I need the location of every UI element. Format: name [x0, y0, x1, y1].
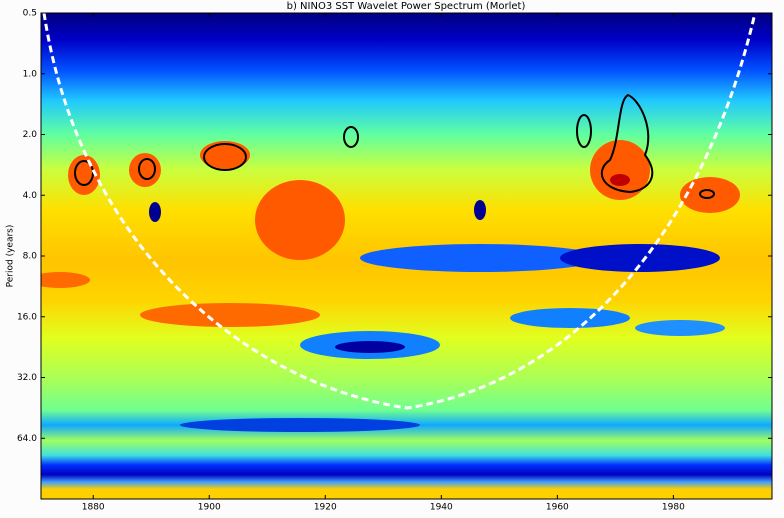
y-tick-label: 32.0 [17, 373, 37, 383]
y-tick-label: 64.0 [17, 434, 37, 444]
x-tick-label: 1880 [82, 503, 105, 513]
low-blob [560, 244, 720, 272]
power-blob [41, 272, 90, 288]
y-tick-label: 2.0 [23, 130, 38, 140]
low-blob [180, 418, 420, 432]
y-tick-label: 0.5 [23, 9, 37, 19]
y-tick-label: 8.0 [23, 252, 38, 262]
significance-contour [600, 93, 654, 194]
low-blob [360, 244, 600, 272]
power-blob [680, 177, 740, 213]
y-tick-label: 16.0 [17, 312, 37, 322]
chart-title: b) NINO3 SST Wavelet Power Spectrum (Mor… [287, 1, 526, 12]
power-blob [255, 180, 345, 260]
cone-of-influence [42, 13, 757, 410]
low-blob [510, 308, 630, 328]
low-blob [635, 320, 725, 336]
power-field [41, 13, 772, 499]
y-axis-label: Period (years) [6, 225, 16, 288]
x-tick-label: 1960 [546, 503, 569, 513]
low-blob [335, 341, 405, 353]
x-tick-label: 1920 [314, 503, 337, 513]
y-tick-label: 4.0 [23, 191, 38, 201]
x-tick-label: 1980 [662, 503, 685, 513]
significance-contour [576, 114, 592, 148]
power-blob [140, 303, 320, 327]
significance-contour [203, 143, 247, 171]
significance-contour [343, 126, 359, 148]
low-blob [149, 202, 161, 222]
y-tick-label: 1.0 [23, 69, 38, 79]
power-blob [129, 153, 161, 187]
power-blob [590, 140, 650, 200]
x-tick-label: 1940 [430, 503, 453, 513]
low-blob [474, 200, 486, 220]
power-blob [200, 141, 250, 169]
x-tick-label: 1900 [198, 503, 221, 513]
significance-contour [699, 189, 715, 199]
power-blob [610, 174, 630, 186]
significance-contour [138, 158, 156, 180]
